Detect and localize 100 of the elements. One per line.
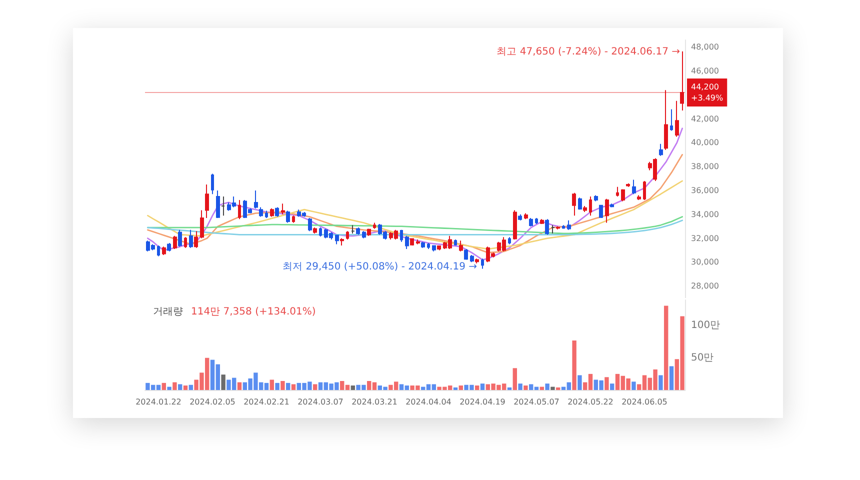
candlestick bbox=[578, 197, 582, 210]
candlestick bbox=[540, 218, 544, 224]
candlestick bbox=[340, 238, 344, 246]
candlestick bbox=[621, 188, 625, 202]
bar bbox=[518, 384, 522, 390]
candlestick bbox=[637, 194, 641, 201]
x-tick-label: 2024.02.21 bbox=[244, 398, 290, 406]
candlestick bbox=[351, 224, 355, 234]
bar bbox=[172, 382, 177, 390]
candlestick bbox=[346, 230, 349, 240]
bar bbox=[545, 384, 550, 390]
y-tick-label: 50만 bbox=[691, 352, 714, 364]
candlestick bbox=[178, 229, 182, 248]
candlestick bbox=[470, 254, 474, 263]
candlestick bbox=[432, 244, 436, 252]
x-tick-label: 2024.04.19 bbox=[460, 398, 506, 406]
candlestick bbox=[211, 173, 214, 195]
bar bbox=[610, 384, 614, 390]
candlestick bbox=[275, 206, 279, 218]
annotation: 최저 29,450 (+50.08%) - 2024.04.19 → bbox=[282, 262, 477, 272]
bar bbox=[162, 382, 166, 390]
candlestick bbox=[680, 50, 684, 111]
bar bbox=[658, 375, 663, 390]
candlestick bbox=[270, 208, 274, 218]
candlestick bbox=[475, 258, 479, 264]
candlestick bbox=[632, 179, 636, 195]
candlestick bbox=[464, 248, 468, 260]
ref-line-label: 44,200 +3.49% bbox=[691, 82, 724, 103]
candlestick bbox=[529, 217, 533, 227]
candlestick bbox=[238, 200, 241, 220]
line-series bbox=[147, 128, 683, 260]
candlestick bbox=[405, 235, 409, 250]
x-tick-label: 2024.01.22 bbox=[136, 398, 182, 406]
y-tick-label: 28,000 bbox=[691, 282, 719, 291]
candlestick bbox=[610, 203, 614, 208]
candlestick bbox=[259, 206, 263, 218]
line-series bbox=[147, 220, 683, 236]
candlestick bbox=[664, 90, 668, 150]
x-tick-label: 2024.02.05 bbox=[190, 398, 236, 406]
bar bbox=[578, 375, 582, 390]
bar bbox=[275, 382, 280, 390]
bar bbox=[237, 382, 242, 390]
candlestick bbox=[173, 235, 177, 250]
y-tick-label: 40,000 bbox=[691, 138, 719, 148]
candlestick bbox=[416, 238, 420, 245]
y-tick-label: 42,000 bbox=[691, 114, 719, 124]
bar bbox=[507, 387, 512, 390]
candlestick bbox=[518, 214, 522, 221]
candlestick bbox=[626, 182, 630, 188]
candlestick bbox=[562, 224, 565, 230]
candlestick bbox=[356, 227, 360, 236]
bar bbox=[221, 374, 226, 390]
x-tick-label: 2024.05.07 bbox=[514, 398, 560, 406]
candlestick bbox=[437, 244, 441, 251]
y-tick-label: 32,000 bbox=[691, 234, 719, 243]
candlestick bbox=[535, 217, 538, 224]
x-tick-label: 2024.06.05 bbox=[622, 398, 668, 406]
candlestick bbox=[572, 192, 576, 216]
candlestick bbox=[335, 234, 339, 245]
candlestick bbox=[551, 224, 555, 234]
candlestick bbox=[162, 246, 166, 256]
text: 거래량 bbox=[153, 306, 183, 318]
candlestick bbox=[157, 244, 160, 257]
y-tick-label: 34,000 bbox=[691, 210, 719, 219]
y-tick-label: 100만 bbox=[691, 320, 720, 332]
candlestick bbox=[216, 190, 220, 218]
annotation: 최고 47,650 (-7.24%) - 2024.06.17 → bbox=[496, 46, 680, 58]
candlestick bbox=[556, 226, 560, 230]
candlestick bbox=[184, 236, 187, 248]
bar bbox=[286, 382, 290, 390]
candlestick bbox=[319, 227, 322, 237]
bar bbox=[474, 386, 480, 390]
bar bbox=[188, 384, 194, 390]
bar bbox=[572, 340, 576, 390]
bar bbox=[183, 386, 188, 390]
candlestick bbox=[459, 240, 463, 252]
bar bbox=[550, 386, 555, 390]
bar bbox=[512, 368, 518, 390]
candlestick bbox=[427, 242, 430, 250]
y-tick-label: 30,000 bbox=[691, 258, 719, 267]
candlestick bbox=[362, 230, 366, 239]
bar bbox=[604, 377, 609, 390]
candlestick bbox=[410, 238, 414, 246]
candlestick bbox=[400, 229, 403, 242]
bar bbox=[632, 382, 636, 390]
candlestick bbox=[373, 222, 376, 230]
x-tick-label: 2024.03.21 bbox=[352, 398, 398, 406]
candlestick bbox=[524, 212, 528, 220]
candlestick bbox=[286, 210, 290, 224]
line-series bbox=[147, 154, 683, 254]
candlestick bbox=[189, 229, 193, 248]
bar bbox=[458, 386, 464, 390]
bar bbox=[664, 306, 668, 390]
candlestick bbox=[508, 236, 511, 245]
candlestick bbox=[221, 196, 225, 216]
candlestick bbox=[643, 180, 646, 201]
candlestick bbox=[545, 218, 549, 236]
x-tick-label: 2024.04.04 bbox=[406, 398, 452, 406]
candlestick bbox=[599, 204, 603, 218]
candlestick bbox=[583, 206, 587, 212]
